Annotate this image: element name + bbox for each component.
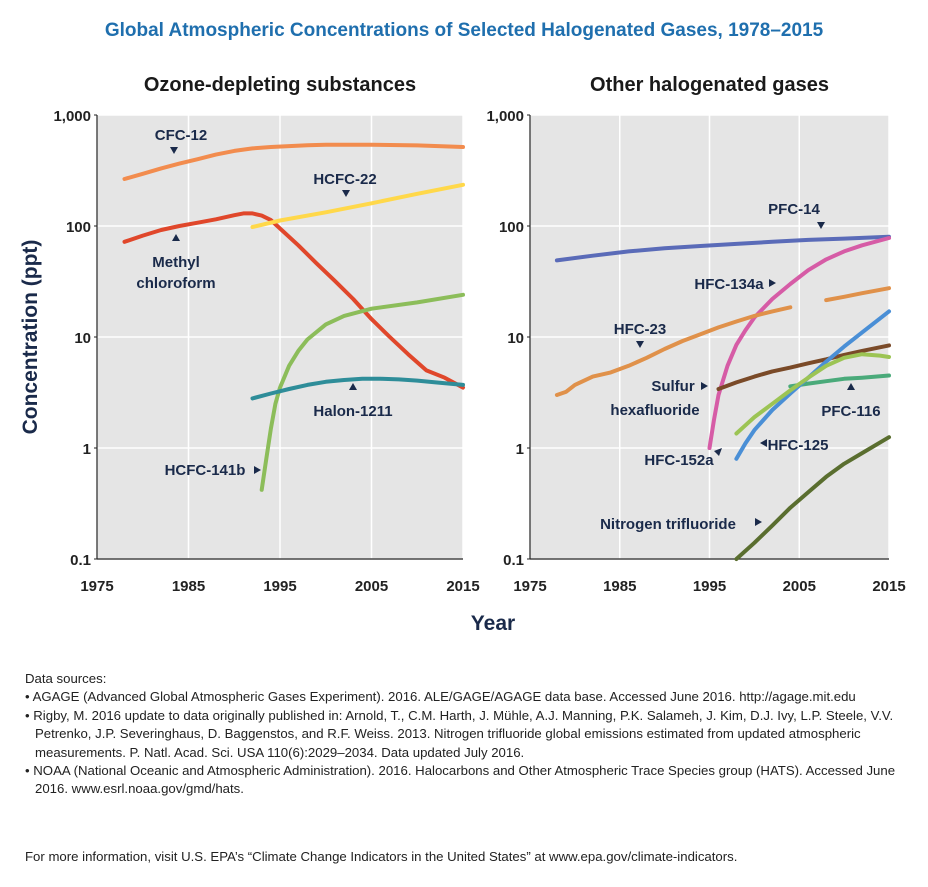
annotation-arrow (172, 234, 180, 241)
series-annotation: PFC-14 (768, 201, 820, 218)
source-item: NOAA (National Oceanic and Atmospheric A… (25, 762, 905, 799)
x-tick-label: 2005 (355, 578, 388, 595)
panel-title: Other halogenated gases (590, 74, 829, 96)
x-tick-label: 1975 (513, 578, 546, 595)
annotation-arrow (760, 439, 767, 447)
x-tick-label: 1995 (693, 578, 726, 595)
annotation-arrow (769, 279, 776, 287)
annotation-arrow (714, 448, 722, 456)
y-tick-label: 1 (516, 441, 524, 458)
annotation-arrow (254, 466, 261, 474)
annotation-arrow (755, 518, 762, 526)
series-annotation: chloroform (136, 275, 215, 292)
series-line (250, 376, 465, 401)
series-line (734, 352, 891, 436)
series-annotation: Sulfur (651, 378, 694, 395)
annotation-arrow (701, 382, 708, 390)
y-tick-label: 10 (74, 330, 91, 347)
annotation-arrow (847, 383, 855, 390)
series-line (259, 292, 465, 492)
series-line (250, 182, 465, 229)
series-annotation: HCFC-22 (313, 171, 376, 188)
annotation-arrow (636, 341, 644, 348)
panel-title: Ozone-depleting substances (144, 74, 416, 96)
series-line (716, 343, 891, 391)
series-line (122, 142, 465, 181)
source-item: AGAGE (Advanced Global Atmospheric Gases… (25, 688, 905, 706)
series-annotation: HFC-134a (694, 276, 764, 293)
annotation-arrow (170, 147, 178, 154)
chart-figure: Concentration (ppt) Year Ozone-depleting s… (19, 74, 906, 635)
series-line (554, 305, 793, 397)
annotation-arrow (817, 222, 825, 229)
series-line (122, 211, 465, 390)
series-annotation: Nitrogen trifluoride (600, 516, 736, 533)
x-axis-label: Year (471, 612, 515, 635)
x-tick-label: 1985 (172, 578, 205, 595)
series-line (824, 286, 891, 303)
y-tick-label: 10 (507, 330, 524, 347)
y-tick-label: 1,000 (486, 108, 524, 125)
source-item: Rigby, M. 2016 update to data originally… (25, 707, 905, 762)
series-line (554, 234, 891, 263)
series-annotation: HFC-152a (644, 452, 714, 469)
series-annotation: HFC-125 (768, 437, 829, 454)
y-tick-label: 0.1 (70, 552, 91, 569)
y-tick-label: 100 (66, 219, 91, 236)
y-tick-label: 1 (83, 441, 91, 458)
x-tick-label: 1975 (80, 578, 113, 595)
annotation-arrow (342, 190, 350, 197)
more-info-text: For more information, visit U.S. EPA’s “… (25, 849, 738, 864)
x-tick-label: 2005 (783, 578, 816, 595)
x-tick-label: 1985 (603, 578, 636, 595)
annotation-arrow (349, 383, 357, 390)
series-annotation: hexafluoride (610, 402, 699, 419)
y-axis-label: Concentration (ppt) (19, 240, 42, 435)
series-annotation: HCFC-141b (165, 462, 246, 479)
series-line (788, 373, 891, 389)
series-annotation: Methyl (152, 254, 200, 271)
x-tick-label: 1995 (263, 578, 296, 595)
series-annotation: HFC-23 (614, 321, 667, 338)
sources-heading: Data sources: (25, 671, 107, 686)
data-sources: Data sources: AGAGE (Advanced Global Atm… (25, 670, 905, 799)
y-tick-label: 1,000 (53, 108, 91, 125)
y-tick-label: 100 (499, 219, 524, 236)
series-annotation: CFC-12 (155, 127, 208, 144)
x-tick-label: 2015 (446, 578, 479, 595)
y-tick-label: 0.1 (503, 552, 524, 569)
series-line (734, 435, 891, 561)
series-annotation: Halon-1211 (313, 403, 392, 420)
chart-title: Global Atmospheric Concentrations of Sel… (104, 20, 824, 41)
x-tick-label: 2015 (872, 578, 905, 595)
series-annotation: PFC-116 (821, 403, 880, 420)
